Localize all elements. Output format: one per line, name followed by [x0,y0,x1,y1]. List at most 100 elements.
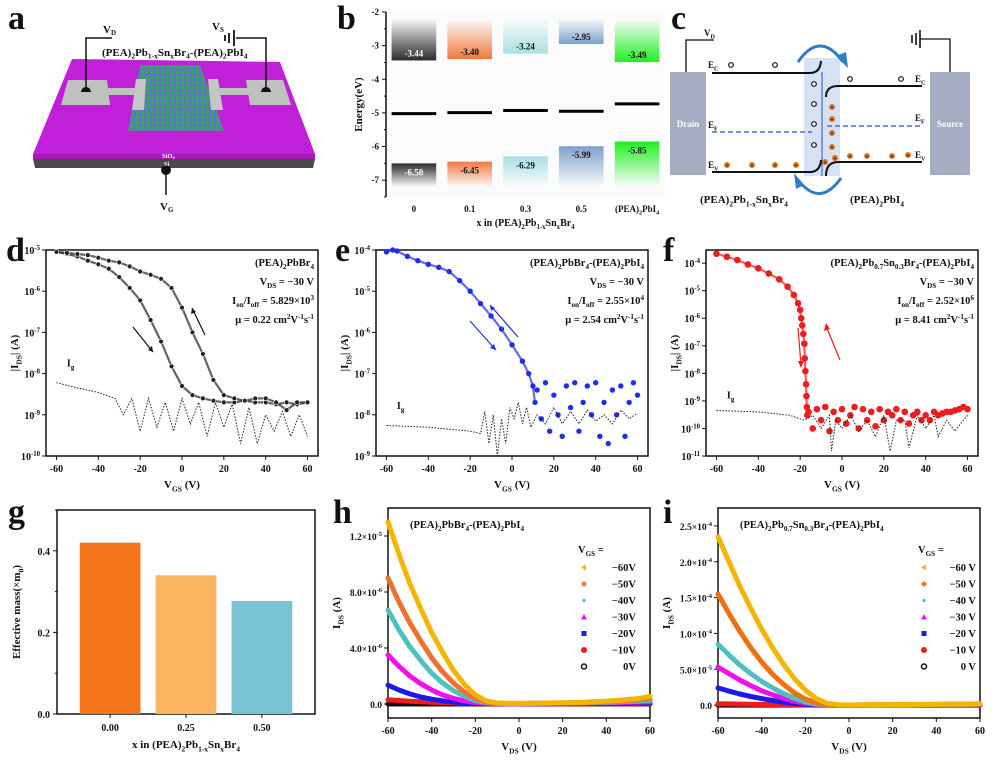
drain-label: Drain [677,119,700,129]
legend-label: −60V [612,563,636,574]
data-point [283,399,290,406]
y-tick-label: 10-9 [354,451,370,463]
legend-label: −50V [612,580,636,591]
sio2-label: SiO2 [162,153,175,160]
chart-f-transfer-sn-pbi4: -60 -40 -20 0 20 40 60 10-11 10-10 10-9 10-8 10-7 10… [669,249,979,493]
marker [920,663,928,670]
vbm-label: -5.85 [628,146,647,156]
panel-label-h: h [333,494,352,531]
marker [921,614,927,620]
legend-label: −20 V [949,629,976,640]
electron-icon [728,62,734,68]
sweep-arrow-up [825,325,841,361]
x-tick-label: 40 [601,726,611,737]
y-tick-label: 10-6 [684,313,700,325]
y-axis-title: Effective mass(×m0) [11,565,25,659]
data-point [826,427,833,435]
vs-label: VS [212,21,224,34]
data-point [618,383,624,389]
data-point [559,433,565,440]
marker [921,631,927,636]
y-tick-label: 10-5 [354,286,370,298]
hole-plus: + [830,130,834,138]
marker [581,647,587,653]
data-point [588,412,595,418]
vd-label: VD [103,24,116,37]
x-tick-label: 40 [931,726,941,737]
x-tick-label: 0 [180,464,185,475]
data-point [930,408,938,416]
legend-label: 0V [623,662,636,673]
vbm-label: -6.29 [516,160,535,170]
data-point [189,392,196,398]
data-point [801,340,808,347]
data-point [147,272,154,278]
x-tick-label: 0.5 [576,204,588,214]
vd-label: VD [704,28,716,41]
arrow-head [794,173,804,189]
y-tick-label: 10-8 [354,410,370,422]
y-tick-label: 2.5×10-4 [680,521,713,533]
x-tick-label: 60 [645,726,655,737]
electron-icon [811,142,817,148]
legend-label: −10V [612,646,636,657]
data-point [964,405,971,413]
arrow-head [798,361,804,368]
y-tick-label: 10-11 [681,451,700,463]
data-point [821,403,829,411]
annotation-1: VDS = −30 V [590,277,645,290]
ef-label-left: EF [708,120,718,133]
x-tick-label: -20 [463,464,476,475]
arrow-head [490,344,496,350]
bar-0.50 [231,600,293,714]
panel-label-e: e [335,232,351,269]
chart-g-effective-mass: 0.0 0.2 0.4 0.00 0.25 0.50 x in (PEA)2Pb1-xSnx… [11,509,316,753]
data-point [509,342,515,348]
x-tick-label: 60 [303,464,313,475]
electron-icon [847,76,853,82]
hole-plus: + [773,162,777,170]
data-point [605,440,611,447]
x-tick-label: 0 [517,726,522,737]
sweep-arrow-up [489,304,519,338]
data-point [231,395,238,402]
y-tick-label: 10-5 [684,286,700,298]
data-point [626,399,632,406]
hole-icon [889,153,895,159]
data-point [803,392,810,400]
x-tick-label: 0.3 [520,204,532,214]
x-tick-label: 0 [840,464,845,475]
data-point [592,380,599,386]
transfer-arrow-bottom [796,177,843,195]
ev-right [825,161,922,177]
vbm-label: -5.99 [572,150,591,160]
x-tick-label: 0 [412,204,417,214]
x-axis-title: VDS (V) [501,741,537,755]
arrow-head [836,52,848,68]
drain-line [106,88,137,95]
data-point [252,395,258,402]
x-tick-label: 20 [549,464,559,475]
data-point [872,422,879,430]
curve-−60 V [715,534,983,708]
data-point [572,380,578,386]
x-tick-label: 0.50 [253,723,271,734]
data-point [630,380,637,386]
annotation-3: μ = 8.41 cm2V-1s-1 [895,313,974,326]
y-tick-label: 1.5×10-4 [680,593,713,605]
x-tick-label: -60 [710,464,723,475]
data-point [488,313,494,319]
chart-title: (PEA)2PbBr4-(PEA)2PbI4 [410,520,524,533]
arrow-head [824,323,830,331]
data-point [734,256,741,264]
sweep-arrow-down [469,320,497,351]
data-point [498,326,505,332]
chart-d-transfer-pbbr4: -60 -40 -20 0 20 40 60 10-10 10-9 10-8 10-7 10-6 10-… [9,245,319,493]
hole-plus: + [906,152,910,160]
legend-label: −30V [612,613,636,624]
vbm-bar [558,146,604,187]
y-axis-title: |IDS| (A) [669,334,683,371]
drain-electrode [132,79,146,110]
drain-electrode [670,72,706,175]
data-point [158,338,164,345]
